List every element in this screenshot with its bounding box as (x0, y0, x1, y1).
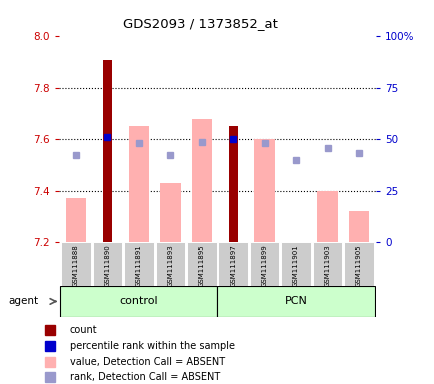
Text: percentile rank within the sample: percentile rank within the sample (69, 341, 234, 351)
Bar (348, 211, 368, 242)
Text: GDS2093 / 1373852_at: GDS2093 / 1373852_at (122, 17, 277, 30)
Bar (128, 126, 149, 242)
Bar (124, 242, 153, 286)
Bar (66, 198, 86, 242)
Text: agent: agent (9, 296, 39, 306)
Bar (103, 60, 112, 242)
Bar (254, 139, 274, 242)
Text: PCN: PCN (284, 296, 307, 306)
Text: count: count (69, 326, 97, 336)
Bar (218, 242, 247, 286)
Text: GSM111903: GSM111903 (324, 244, 330, 287)
Text: value, Detection Call = ABSENT: value, Detection Call = ABSENT (69, 357, 224, 367)
Bar (60, 286, 217, 317)
Text: GSM111895: GSM111895 (198, 244, 204, 287)
Bar (343, 242, 373, 286)
Text: GSM111901: GSM111901 (293, 244, 299, 287)
Bar (217, 286, 374, 317)
Bar (249, 242, 279, 286)
Text: GSM111899: GSM111899 (261, 244, 267, 287)
Text: GSM111891: GSM111891 (135, 244, 141, 287)
Bar (316, 190, 337, 242)
Bar (228, 126, 237, 242)
Bar (160, 183, 180, 242)
Bar (191, 119, 211, 242)
Text: GSM111897: GSM111897 (230, 244, 236, 287)
Bar (61, 242, 91, 286)
Text: rank, Detection Call = ABSENT: rank, Detection Call = ABSENT (69, 372, 220, 382)
Bar (187, 242, 216, 286)
Bar (281, 242, 310, 286)
Text: GSM111888: GSM111888 (73, 244, 79, 287)
Bar (312, 242, 342, 286)
Text: control: control (119, 296, 158, 306)
Text: GSM111893: GSM111893 (167, 244, 173, 287)
Text: GSM111890: GSM111890 (104, 244, 110, 287)
Bar (92, 242, 122, 286)
Bar (155, 242, 185, 286)
Text: GSM111905: GSM111905 (355, 244, 361, 287)
